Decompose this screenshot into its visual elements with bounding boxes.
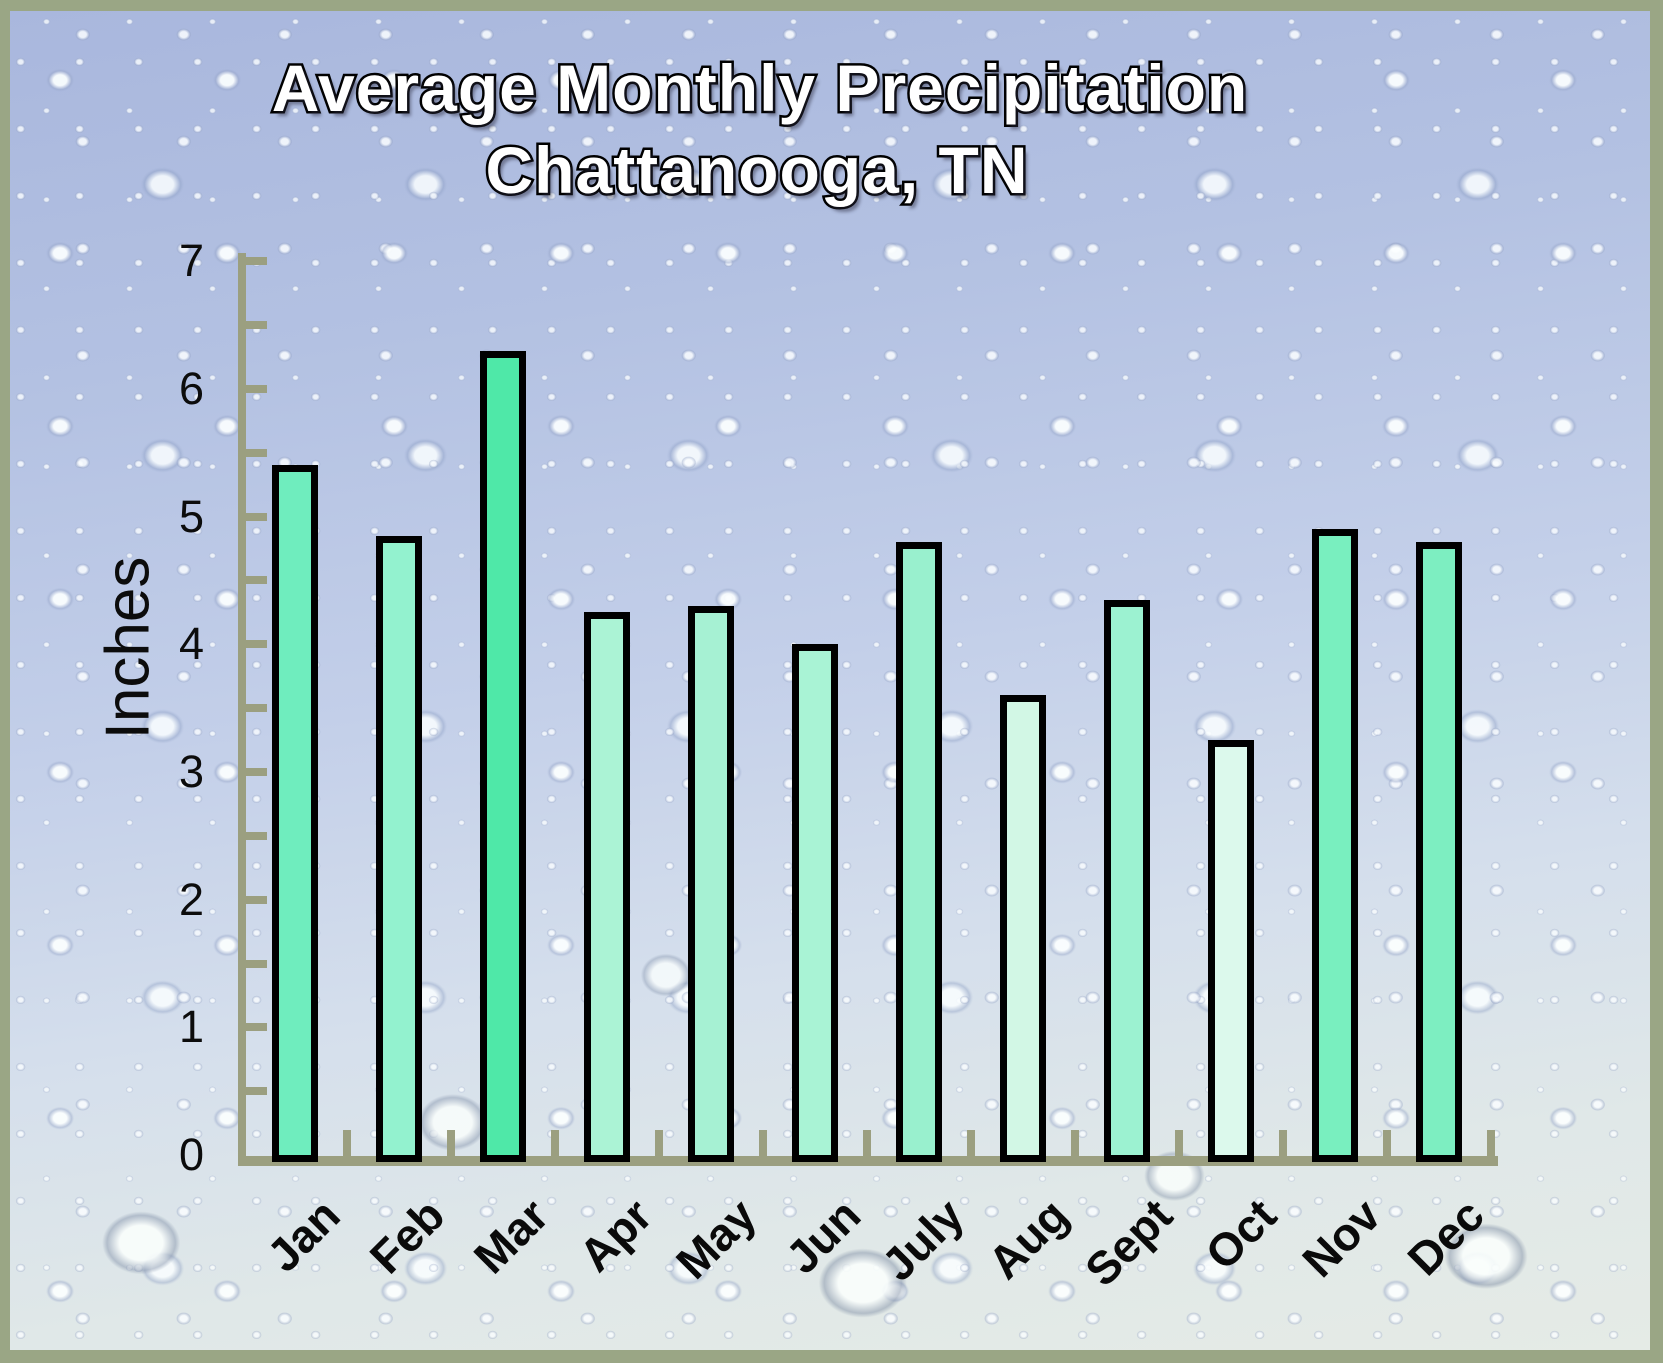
chart-title: Average Monthly Precipitation [269,49,1249,128]
bar-nov [1311,529,1358,1162]
chart-subtitle: Chattanooga, TN [483,131,1030,210]
y-axis-tick-label: 1 [178,1001,204,1053]
y-axis-tick [246,448,267,457]
y-axis-tick-label: 2 [178,873,204,925]
y-axis-tick-label: 7 [178,235,204,287]
y-axis-tick [246,767,267,776]
bar-feb [375,535,422,1162]
x-axis-tick [1382,1130,1391,1156]
bar-dec [1415,542,1462,1162]
bar-jun [791,644,838,1162]
x-axis-tick [862,1130,871,1156]
y-axis-tick [246,895,267,904]
y-axis-tick [246,640,267,649]
y-axis-tick [246,1087,267,1096]
y-axis-tick [246,257,267,266]
y-axis-tick [246,1023,267,1032]
y-axis-tick-label: 0 [178,1129,204,1180]
x-axis-tick [1278,1130,1287,1156]
y-axis-tick [246,576,267,585]
y-axis-tick [246,831,267,840]
y-axis-tick-label: 3 [178,745,204,797]
x-axis-tick [446,1130,455,1156]
x-axis-tick [758,1130,767,1156]
x-axis-tick [550,1130,559,1156]
bar-jan [271,465,318,1162]
y-axis-tick-label: 4 [178,618,204,670]
bar-apr [583,612,630,1162]
x-axis-tick [342,1130,351,1156]
x-axis-tick [966,1130,975,1156]
y-axis-tick [246,512,267,521]
bar-sept [1103,599,1150,1162]
bar-oct [1207,740,1254,1162]
y-axis-tick [246,704,267,712]
x-axis-tick [654,1130,663,1156]
x-axis-line [238,1156,1498,1166]
bar-aug [999,695,1046,1162]
x-axis-tick [1486,1130,1495,1156]
y-axis-tick [246,959,267,968]
x-axis-tick [1174,1130,1183,1156]
bar-mar [479,350,526,1162]
bar-may [687,605,734,1162]
y-axis-tick-label: 6 [178,362,204,414]
bar-july [895,542,942,1162]
y-axis-tick [246,320,267,329]
y-axis-tick [246,384,267,393]
y-axis-line [238,253,246,1166]
y-axis-tick-label: 5 [178,490,204,542]
x-axis-tick [1070,1130,1079,1156]
